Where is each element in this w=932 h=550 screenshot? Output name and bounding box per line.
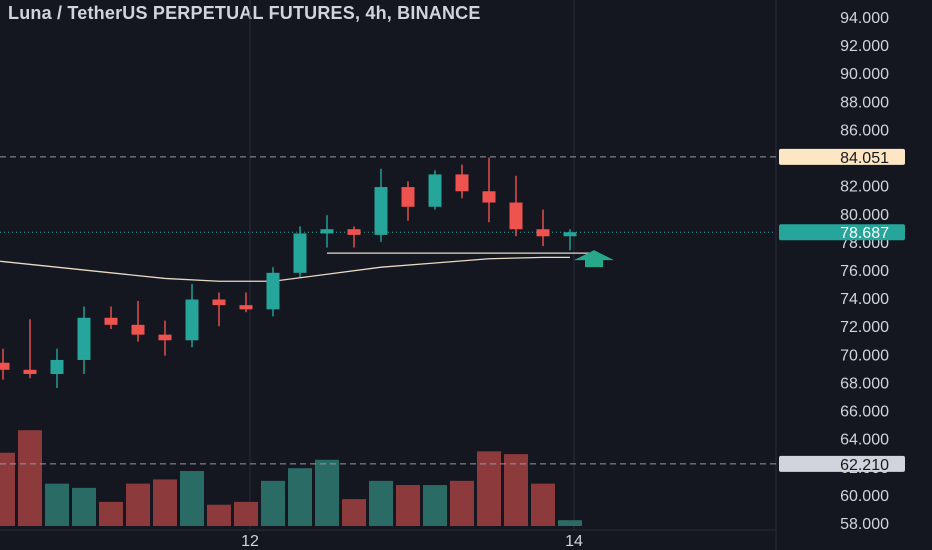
- price-tick-label: 66.000: [840, 404, 889, 421]
- time-tick-label: 14: [565, 533, 583, 550]
- candle-body: [50, 359, 64, 375]
- price-label-text: 78.687: [840, 225, 889, 242]
- candle-body: [131, 324, 145, 335]
- candle-body: [104, 317, 118, 325]
- volume-bar: [531, 483, 555, 526]
- moving-average-line: [0, 256, 570, 282]
- volume-bar: [153, 479, 177, 526]
- price-label-text: 62.210: [840, 457, 889, 474]
- candle-body: [509, 202, 523, 230]
- candle-body: [212, 299, 226, 306]
- candle-body: [536, 229, 550, 237]
- price-tick-label: 90.000: [840, 66, 889, 83]
- candle-body: [266, 272, 280, 310]
- price-tick-label: 94.000: [840, 10, 889, 27]
- volume-bar: [18, 430, 42, 526]
- time-tick-label: 12: [241, 533, 259, 550]
- price-tick-label: 74.000: [840, 291, 889, 308]
- candle-body: [23, 369, 37, 375]
- candle-body: [374, 187, 388, 235]
- up-arrow-marker[interactable]: [574, 250, 614, 268]
- volume-bar: [126, 483, 150, 526]
- price-label-text: 84.051: [840, 150, 889, 167]
- volume-bar: [369, 480, 393, 526]
- price-tick-label: 68.000: [840, 375, 889, 392]
- candle-body: [320, 229, 334, 234]
- price-tick-label: 92.000: [840, 38, 889, 55]
- volume-bar: [45, 483, 69, 526]
- price-tick-label: 58.000: [840, 516, 889, 533]
- volume-bar: [396, 485, 420, 526]
- chart-title: Luna / TetherUS PERPETUAL FUTURES, 4h, B…: [8, 3, 481, 23]
- candle-body: [77, 317, 91, 360]
- candle-body: [158, 334, 172, 341]
- price-label-box: [779, 148, 905, 165]
- candle-body: [428, 174, 442, 207]
- volume-bar: [72, 487, 96, 526]
- candle-body: [482, 191, 496, 203]
- price-tick-label: 80.000: [840, 207, 889, 224]
- volume-bar: [288, 468, 312, 526]
- candle-body: [347, 229, 361, 235]
- volume-bar: [180, 470, 204, 526]
- price-tick-label: 82.000: [840, 179, 889, 196]
- price-tick-label: 72.000: [840, 319, 889, 336]
- candle-body: [293, 233, 307, 273]
- volume-bar: [504, 454, 528, 526]
- volume-bar: [477, 451, 501, 526]
- candle-body: [239, 305, 253, 310]
- price-label-box: [779, 224, 905, 241]
- volume-bar: [207, 504, 231, 526]
- candle-body: [185, 299, 199, 341]
- volume-bar: [234, 501, 258, 526]
- candle-body: [401, 187, 415, 207]
- candle-body: [563, 232, 577, 237]
- volume-bar: [423, 485, 447, 526]
- volume-bar: [558, 520, 582, 526]
- price-tick-label: 86.000: [840, 122, 889, 139]
- price-tick-label: 88.000: [840, 94, 889, 111]
- price-tick-label: 60.000: [840, 488, 889, 505]
- volume-bar: [450, 480, 474, 526]
- price-tick-label: 70.000: [840, 347, 889, 364]
- price-label-box: [779, 455, 905, 472]
- volume-bar: [342, 499, 366, 526]
- volume-bar: [315, 459, 339, 526]
- price-tick-label: 76.000: [840, 263, 889, 280]
- volume-bar: [261, 480, 285, 526]
- candle-body: [0, 362, 10, 370]
- candle-body: [455, 174, 469, 192]
- volume-bar: [0, 452, 15, 526]
- price-tick-label: 64.000: [840, 432, 889, 449]
- volume-bar: [99, 501, 123, 526]
